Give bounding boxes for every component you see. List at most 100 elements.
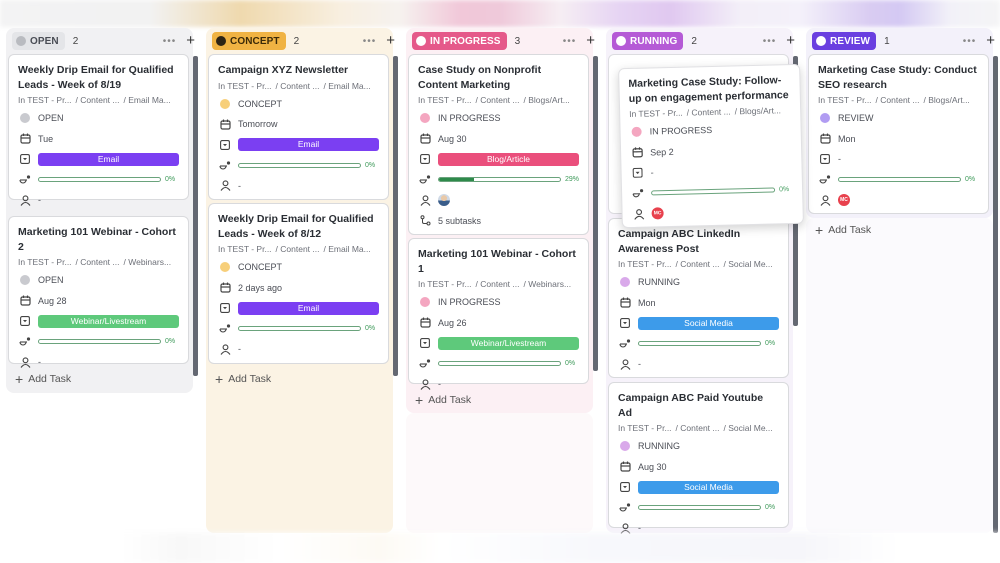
- task-title[interactable]: Marketing 101 Webinar - Cohort 2: [18, 226, 176, 253]
- task-title[interactable]: Weekly Drip Email for Qualified Leads - …: [18, 64, 174, 91]
- ellipsis-icon[interactable]: •••: [762, 35, 777, 47]
- task-title[interactable]: Weekly Drip Email for Qualified Leads - …: [218, 213, 374, 240]
- tag-email[interactable]: Email: [38, 152, 179, 166]
- tag-webinar[interactable]: Webinar/Livestream: [438, 336, 579, 350]
- task-title[interactable]: Case Study on Nonprofit Content Marketin…: [418, 64, 542, 91]
- add-task-button[interactable]: + Add Task: [15, 371, 72, 387]
- assignee-avatar[interactable]: [438, 194, 450, 207]
- ellipsis-icon[interactable]: •••: [162, 35, 177, 47]
- assignee-avatar[interactable]: MC: [651, 207, 664, 220]
- assignee-row[interactable]: -: [618, 354, 779, 375]
- due-date-row[interactable]: Aug 28: [18, 291, 179, 312]
- task-card[interactable]: Campaign ABC Paid Youtube Ad In TEST - P…: [608, 382, 789, 534]
- assignee-row[interactable]: [418, 190, 579, 211]
- plus-icon[interactable]: +: [586, 32, 595, 49]
- task-card[interactable]: Campaign XYZ Newsletter In TEST - Pr... /…: [208, 54, 389, 200]
- tag-row[interactable]: -: [630, 159, 792, 183]
- tag-row[interactable]: -: [818, 149, 979, 170]
- tag-email[interactable]: Email: [238, 301, 379, 315]
- tag-webinar[interactable]: Webinar/Livestream: [38, 314, 179, 328]
- status-open-icon: [18, 111, 32, 125]
- assignee-row[interactable]: -: [218, 339, 379, 360]
- tag-row[interactable]: Social Media: [618, 477, 779, 498]
- calendar-icon: [18, 132, 32, 146]
- due-date-row[interactable]: Sep 2: [630, 139, 792, 163]
- status-pill-running[interactable]: RUNNING: [612, 32, 684, 50]
- assignee-row[interactable]: -: [18, 190, 179, 211]
- tag-row[interactable]: Blog/Article: [418, 149, 579, 170]
- task-title[interactable]: Campaign XYZ Newsletter: [218, 64, 349, 76]
- plus-icon[interactable]: +: [386, 32, 395, 49]
- task-card[interactable]: Marketing Case Study: Conduct SEO resear…: [808, 54, 989, 214]
- dragging-task-card[interactable]: Marketing Case Study: Follow-up on engag…: [618, 63, 804, 229]
- status-pill-review[interactable]: REVIEW: [812, 32, 877, 50]
- tag-row[interactable]: Webinar/Livestream: [418, 333, 579, 354]
- assignee-row[interactable]: -: [418, 374, 579, 395]
- column-scrollbar[interactable]: [193, 56, 198, 376]
- task-card[interactable]: Marketing 101 Webinar - Cohort 2 In TEST…: [8, 216, 189, 368]
- add-task-button[interactable]: + Add Task: [215, 371, 272, 387]
- ellipsis-icon[interactable]: •••: [562, 35, 577, 47]
- plus-icon: +: [815, 222, 824, 238]
- due-date-row[interactable]: Mon: [818, 129, 979, 150]
- plus-icon[interactable]: +: [786, 32, 795, 49]
- task-card[interactable]: Weekly Drip Email for Qualified Leads - …: [8, 54, 189, 206]
- subtasks-row[interactable]: 5 subtasks: [418, 211, 579, 232]
- progress-bar: [438, 361, 561, 367]
- task-title[interactable]: Campaign ABC Paid Youtube Ad: [618, 392, 764, 419]
- tag-row[interactable]: Social Media: [618, 313, 779, 334]
- tag-social-media[interactable]: Social Media: [638, 316, 779, 330]
- task-title[interactable]: Marketing 101 Webinar - Cohort 1: [418, 248, 576, 275]
- tag-social-media[interactable]: Social Media: [638, 480, 779, 494]
- add-task-button[interactable]: + Add Task: [415, 392, 472, 408]
- status-row[interactable]: RUNNING: [618, 272, 779, 293]
- task-title[interactable]: Marketing Case Study: Conduct SEO resear…: [818, 64, 977, 91]
- ellipsis-icon[interactable]: •••: [362, 35, 377, 47]
- status-pill-in-progress[interactable]: IN PROGRESS: [412, 32, 507, 50]
- due-date-row[interactable]: 2 days ago: [218, 278, 379, 299]
- task-title[interactable]: Marketing Case Study: Follow-up on engag…: [628, 74, 789, 105]
- tag-row[interactable]: Email: [218, 298, 379, 319]
- column-scrollbar[interactable]: [393, 56, 398, 376]
- tag-email[interactable]: Email: [238, 138, 379, 152]
- status-row[interactable]: CONCEPT: [218, 94, 379, 115]
- status-pill-concept[interactable]: CONCEPT: [212, 32, 286, 50]
- assignee-row[interactable]: -: [618, 518, 779, 539]
- task-card[interactable]: Weekly Drip Email for Qualified Leads - …: [208, 203, 389, 364]
- due-date-row[interactable]: Aug 30: [618, 457, 779, 478]
- status-pill-open[interactable]: OPEN: [12, 32, 65, 50]
- column-scrollbar[interactable]: [993, 56, 998, 533]
- tag-row[interactable]: Email: [218, 135, 379, 156]
- ellipsis-icon[interactable]: •••: [962, 35, 977, 47]
- due-date-row[interactable]: Aug 30: [418, 129, 579, 150]
- assignee-row[interactable]: MC: [631, 200, 793, 224]
- tag-row[interactable]: Webinar/Livestream: [18, 311, 179, 332]
- task-card[interactable]: Marketing 101 Webinar - Cohort 1 In TEST…: [408, 238, 589, 390]
- due-date-row[interactable]: Aug 26: [418, 313, 579, 334]
- assignee-row[interactable]: -: [218, 176, 379, 197]
- status-row[interactable]: REVIEW: [818, 108, 979, 129]
- due-date-row[interactable]: Mon: [618, 293, 779, 314]
- status-row[interactable]: IN PROGRESS: [418, 292, 579, 313]
- assignee-row[interactable]: MC: [818, 190, 979, 211]
- status-row[interactable]: OPEN: [18, 108, 179, 129]
- status-row[interactable]: CONCEPT: [218, 257, 379, 278]
- plus-icon[interactable]: +: [186, 32, 195, 49]
- status-row[interactable]: RUNNING: [618, 436, 779, 457]
- status-row[interactable]: OPEN: [18, 270, 179, 291]
- task-card[interactable]: Case Study on Nonprofit Content Marketin…: [408, 54, 589, 235]
- due-date-row[interactable]: Tomorrow: [218, 114, 379, 135]
- progress-icon: [18, 335, 32, 349]
- column-scrollbar[interactable]: [593, 56, 598, 371]
- tag-blog-article[interactable]: Blog/Article: [438, 152, 579, 166]
- plus-icon[interactable]: +: [986, 32, 995, 49]
- tag-row[interactable]: Email: [18, 149, 179, 170]
- assignee-row[interactable]: -: [18, 352, 179, 373]
- status-row[interactable]: IN PROGRESS: [418, 108, 579, 129]
- task-title[interactable]: Campaign ABC LinkedIn Awareness Post: [618, 228, 741, 255]
- calendar-icon: [630, 145, 644, 159]
- task-card[interactable]: Campaign ABC LinkedIn Awareness Post In …: [608, 218, 789, 378]
- add-task-button[interactable]: + Add Task: [815, 222, 872, 238]
- assignee-avatar[interactable]: MC: [838, 194, 850, 207]
- due-date-row[interactable]: Tue: [18, 129, 179, 150]
